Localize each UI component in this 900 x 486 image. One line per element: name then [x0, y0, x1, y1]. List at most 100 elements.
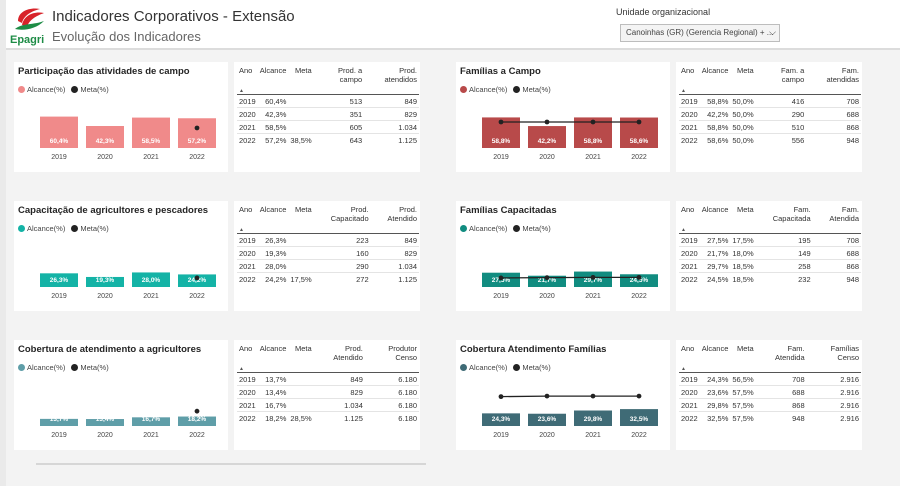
page-subtitle: Evolução dos Indicadores: [52, 29, 201, 44]
table-row[interactable]: 2019 58,8% 50,0% 416 708: [679, 94, 861, 108]
table-panel-participacao[interactable]: Ano Alcance Meta Prod. a campo Prod. atendid…: [234, 62, 420, 172]
table-cell: 19,3%: [257, 246, 289, 260]
table-row[interactable]: 2019 60,4% 513 849: [237, 94, 419, 108]
table-cell: 513: [313, 94, 365, 108]
column-header[interactable]: Meta: [736, 205, 754, 214]
column-header[interactable]: Prod. atendidos: [384, 66, 417, 84]
table-row[interactable]: 2022 57,2% 38,5% 643 1.125: [237, 133, 419, 147]
table-cell: 29,7%: [699, 259, 731, 273]
table-row[interactable]: 2019 26,3% 223 849: [237, 233, 419, 247]
table-row[interactable]: 2022 24,2% 17,5% 272 1.125: [237, 272, 419, 286]
chart-legend: Alcance(%) Meta(%): [460, 363, 551, 372]
table-row[interactable]: 2020 42,2% 50,0% 290 688: [679, 107, 861, 121]
column-header[interactable]: Fam. a campo: [780, 66, 805, 84]
column-header[interactable]: Meta: [294, 344, 312, 353]
legend-meta-label: Meta(%): [522, 85, 551, 94]
table-cell: 6.180: [364, 372, 419, 386]
table-panel-familias-campo[interactable]: Ano Alcance Meta Fam. a campo Fam. atendidas…: [676, 62, 862, 172]
table-cell: 2021: [679, 120, 700, 134]
data-label: 19,3%: [96, 277, 115, 284]
column-header[interactable]: Famílias Censo: [830, 344, 859, 362]
column-header[interactable]: Alcance: [701, 66, 729, 75]
chart-panel-capacitacao[interactable]: Capacitação de agricultores e pescadores…: [14, 201, 228, 311]
table-row[interactable]: 2021 16,7% 1.034 6.180: [237, 398, 419, 412]
table-row[interactable]: 2022 58,6% 50,0% 556 948: [679, 133, 861, 147]
table-row[interactable]: 2020 23,6% 57,5% 688 2.916: [679, 385, 861, 399]
table-row[interactable]: 2020 42,3% 351 829: [237, 107, 419, 121]
column-header[interactable]: Prod. Atendido: [387, 205, 417, 223]
table-cell: 17,5%: [288, 272, 314, 286]
column-header[interactable]: Fam. Atendida: [775, 344, 805, 362]
column-header[interactable]: Ano: [239, 205, 253, 214]
table-row[interactable]: 2020 19,3% 160 829: [237, 246, 419, 260]
table-cell: 351: [313, 107, 365, 121]
sort-asc-icon: ▲: [681, 366, 686, 372]
legend-meta-label: Meta(%): [522, 363, 551, 372]
table-panel-cobertura-agricultores[interactable]: Ano Alcance Meta Prod. Atendido Produtor Cen…: [234, 340, 420, 450]
column-header[interactable]: Fam. atendidas: [826, 66, 859, 84]
table-row[interactable]: 2020 13,4% 829 6.180: [237, 385, 419, 399]
column-header[interactable]: Alcance: [259, 344, 287, 353]
horizontal-scrollbar[interactable]: [36, 463, 426, 465]
column-header[interactable]: Alcance: [701, 205, 729, 214]
x-tick-label: 2019: [51, 432, 67, 439]
column-header[interactable]: Alcance: [259, 66, 287, 75]
legend-alcance: Alcance(%): [18, 224, 65, 233]
table-row[interactable]: 2021 29,8% 57,5% 868 2.916: [679, 398, 861, 412]
table-cell: 868: [806, 120, 861, 134]
table-panel-familias-capacitadas[interactable]: Ano Alcance Meta Fam. Capacitada Fam. Atendi…: [676, 201, 862, 311]
table-row[interactable]: 2022 32,5% 57,5% 948 2.916: [679, 411, 861, 425]
column-header[interactable]: Prod. Atendido: [333, 344, 363, 362]
table-row[interactable]: 2019 24,3% 56,5% 708 2.916: [679, 372, 861, 386]
table-row[interactable]: 2019 13,7% 849 6.180: [237, 372, 419, 386]
column-header[interactable]: Ano: [681, 344, 695, 353]
meta-point: [194, 408, 200, 414]
legend-meta-swatch: [71, 86, 79, 93]
legend-meta: Meta(%): [71, 363, 109, 372]
chart-panel-familias-capacitadas[interactable]: Famílias Capacitadas Alcance(%) Meta(%) …: [456, 201, 670, 311]
column-header[interactable]: Prod. Capacitado: [330, 205, 369, 223]
table-row[interactable]: 2021 29,7% 18,5% 258 868: [679, 259, 861, 273]
table-row[interactable]: 2020 21,7% 18,0% 149 688: [679, 246, 861, 260]
column-header[interactable]: Meta: [736, 66, 754, 75]
table-cell: 24,5%: [699, 272, 731, 286]
data-label: 21,7%: [538, 277, 557, 284]
table-row[interactable]: 2022 18,2% 28,5% 1.125 6.180: [237, 411, 419, 425]
org-unit-dropdown[interactable]: Canoinhas (GR) (Gerencia Regional) + ...…: [620, 24, 780, 42]
column-header[interactable]: Produtor Censo: [388, 344, 417, 362]
chart-panel-cobertura-familias[interactable]: Cobertura Atendimento Famílias Alcance(%…: [456, 340, 670, 450]
table-panel-capacitacao[interactable]: Ano Alcance Meta Prod. Capacitado Prod. Aten…: [234, 201, 420, 311]
chart-panel-cobertura-agricultores[interactable]: Cobertura de atendimento a agricultores …: [14, 340, 228, 450]
column-header[interactable]: Prod. a campo: [337, 66, 363, 84]
chart-panel-participacao[interactable]: Participação das atividades de campo Alc…: [14, 62, 228, 172]
column-header[interactable]: Fam. Atendida: [829, 205, 859, 223]
column-header[interactable]: Ano: [681, 205, 695, 214]
table-cell: 160: [313, 246, 371, 260]
chart-panel-familias-campo[interactable]: Famílias a Campo Alcance(%) Meta(%) 58,8…: [456, 62, 670, 172]
column-header[interactable]: Meta: [736, 344, 754, 353]
table-row[interactable]: 2021 28,0% 290 1.034: [237, 259, 419, 273]
table-cell: 605: [313, 120, 365, 134]
table-cell: 50,0%: [730, 133, 756, 147]
legend-meta-swatch: [71, 225, 79, 232]
x-tick-label: 2022: [631, 293, 647, 300]
meta-point: [194, 125, 200, 131]
column-header[interactable]: Meta: [294, 66, 312, 75]
column-header[interactable]: Alcance: [701, 344, 729, 353]
column-header[interactable]: Fam. Capacitada: [772, 205, 811, 223]
table-cell: 688: [812, 246, 861, 260]
table-cell: 28,5%: [288, 411, 314, 425]
column-header[interactable]: Ano: [239, 66, 253, 75]
table-cell: 6.180: [364, 385, 419, 399]
data-label: 13,4%: [96, 416, 115, 423]
table-cell: 510: [755, 120, 807, 134]
table-row[interactable]: 2021 58,8% 50,0% 510 868: [679, 120, 861, 134]
table-panel-cobertura-familias[interactable]: Ano Alcance Meta Fam. Atendida Famílias Cens…: [676, 340, 862, 450]
table-row[interactable]: 2021 58,5% 605 1.034: [237, 120, 419, 134]
column-header[interactable]: Meta: [294, 205, 312, 214]
table-row[interactable]: 2019 27,5% 17,5% 195 708: [679, 233, 861, 247]
column-header[interactable]: Ano: [239, 344, 253, 353]
column-header[interactable]: Alcance: [259, 205, 287, 214]
table-row[interactable]: 2022 24,5% 18,5% 232 948: [679, 272, 861, 286]
column-header[interactable]: Ano: [681, 66, 695, 75]
